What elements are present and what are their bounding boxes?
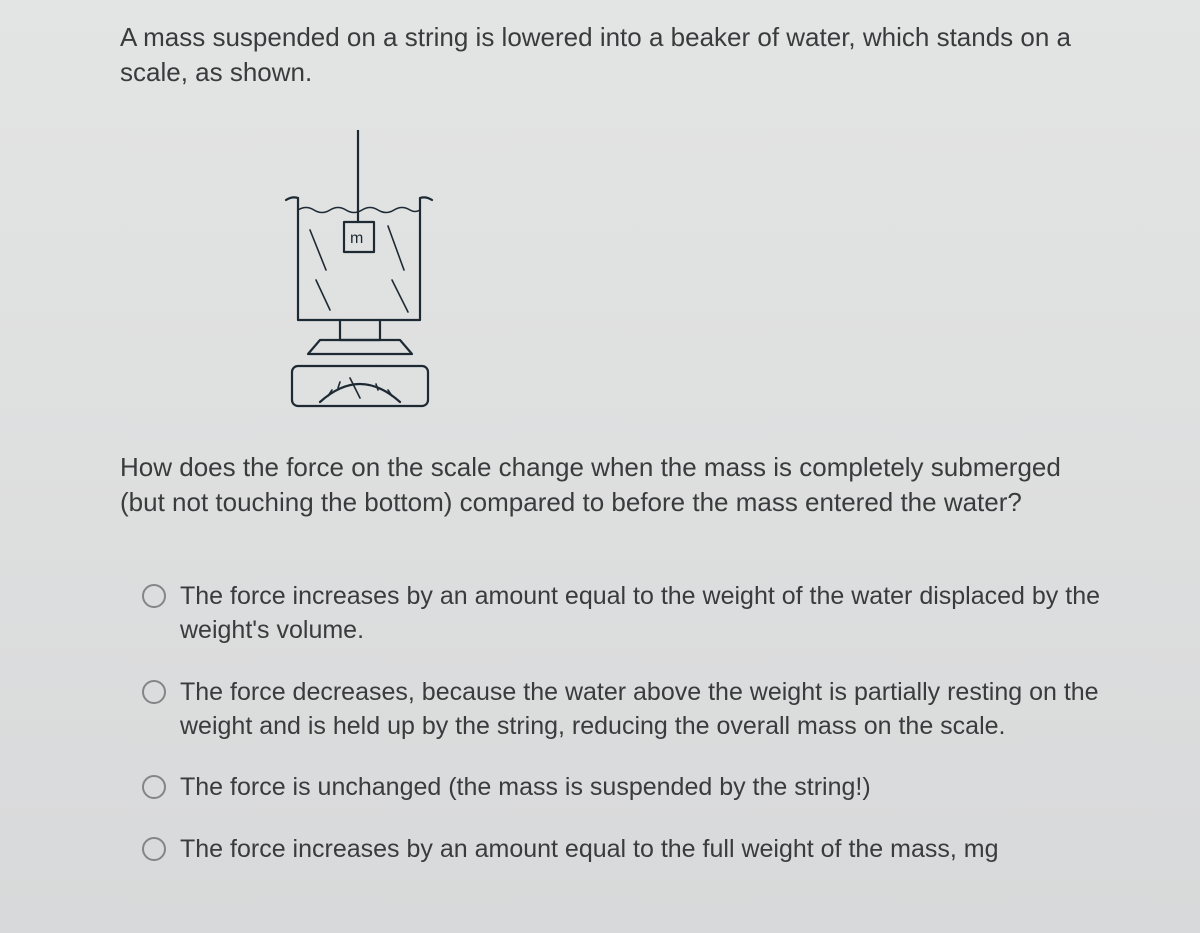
option-label: The force is unchanged (the mass is susp… [180,771,871,805]
radio-icon[interactable] [142,680,166,704]
figure: m [280,130,440,410]
option-1[interactable]: The force decreases, because the water a… [142,676,1110,744]
option-label: The force decreases, because the water a… [180,676,1110,744]
radio-icon[interactable] [142,775,166,799]
option-label: The force increases by an amount equal t… [180,833,999,867]
question-page: A mass suspended on a string is lowered … [0,0,1200,933]
options-group: The force increases by an amount equal t… [120,580,1110,867]
option-2[interactable]: The force is unchanged (the mass is susp… [142,771,1110,805]
question-intro: A mass suspended on a string is lowered … [120,20,1110,90]
mass-label: m [350,230,363,247]
radio-icon[interactable] [142,837,166,861]
question-prompt: How does the force on the scale change w… [120,450,1110,520]
option-0[interactable]: The force increases by an amount equal t… [142,580,1110,648]
beaker-sketch: m [280,130,440,410]
radio-icon[interactable] [142,584,166,608]
option-label: The force increases by an amount equal t… [180,580,1110,648]
option-3[interactable]: The force increases by an amount equal t… [142,833,1110,867]
